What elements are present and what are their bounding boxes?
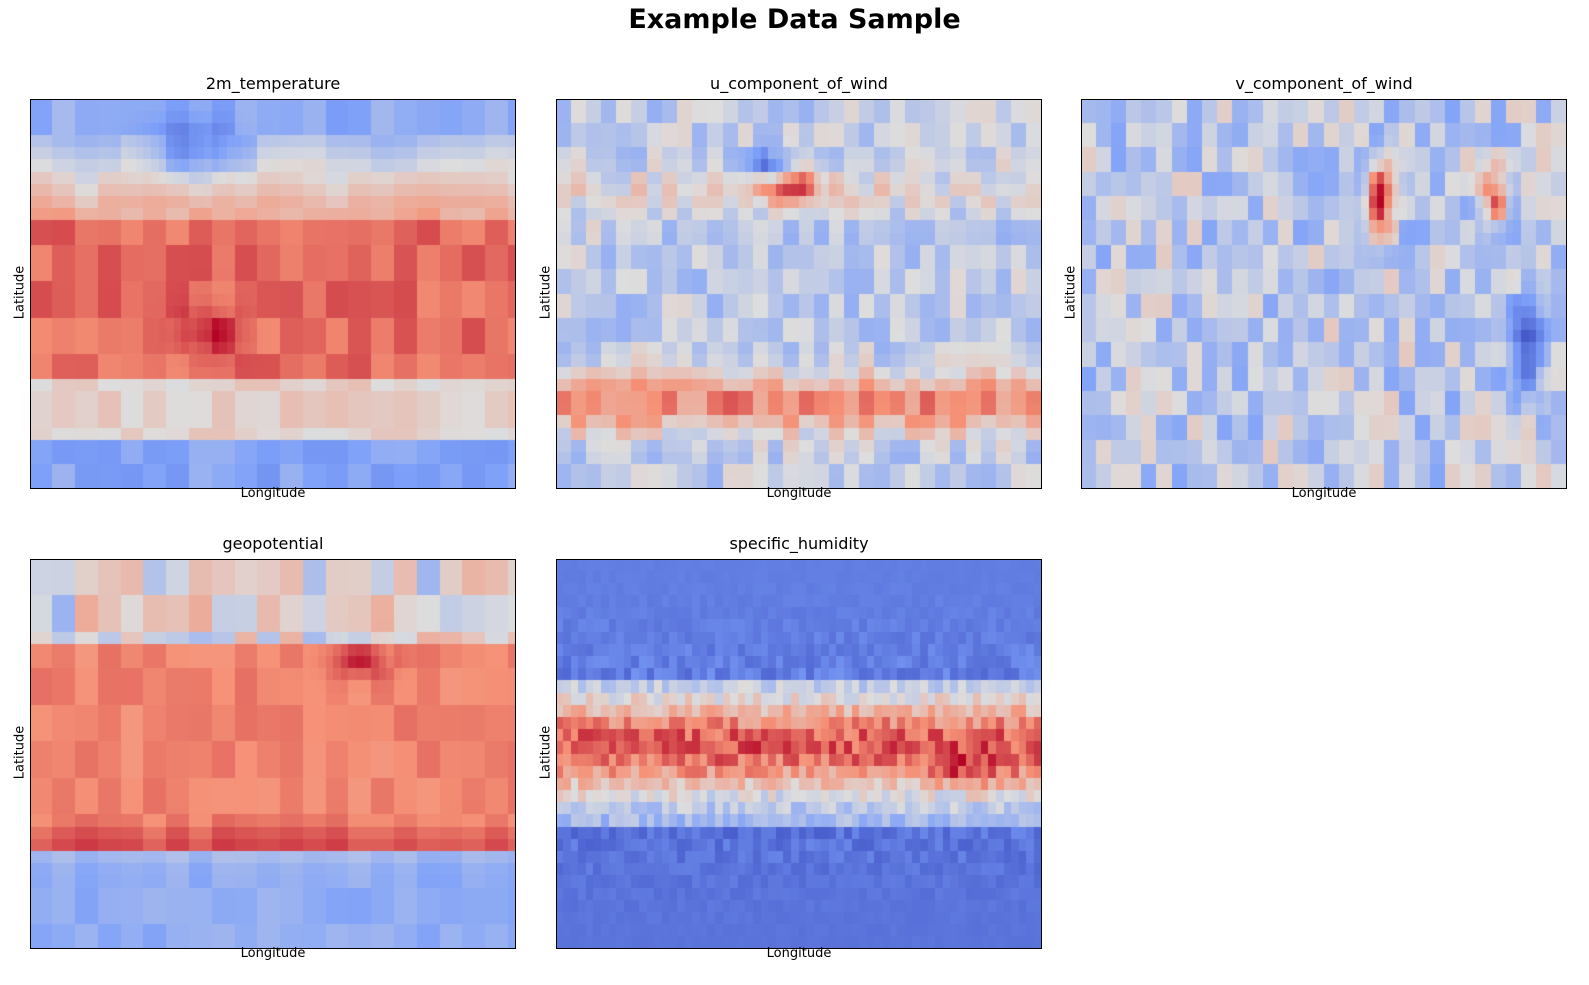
panel-title-geopotential: geopotential bbox=[222, 534, 324, 553]
panel-title-temperature: 2m_temperature bbox=[205, 74, 341, 93]
heatmap-canvas-geopotential bbox=[30, 559, 516, 949]
heatmap-temperature bbox=[30, 99, 516, 489]
panel-title-v-wind: v_component_of_wind bbox=[1235, 74, 1413, 93]
heatmap-v-wind bbox=[1081, 99, 1567, 489]
heatmap-geopotential bbox=[30, 559, 516, 949]
heatmap-canvas-u-wind bbox=[556, 99, 1042, 489]
x-axis-label-temperature: Longitude bbox=[240, 486, 306, 501]
y-axis-label-u-wind: Latitude bbox=[538, 265, 554, 320]
y-axis-label-temperature: Latitude bbox=[12, 265, 28, 320]
heatmap-canvas-v-wind bbox=[1081, 99, 1567, 489]
y-axis-label-geopotential: Latitude bbox=[12, 725, 28, 780]
heatmap-canvas-humidity bbox=[556, 559, 1042, 949]
x-axis-label-u-wind: Longitude bbox=[766, 486, 832, 501]
heatmap-canvas-temperature bbox=[30, 99, 516, 489]
y-axis-label-humidity: Latitude bbox=[538, 725, 554, 780]
x-axis-label-geopotential: Longitude bbox=[240, 946, 306, 961]
heatmap-u-wind bbox=[556, 99, 1042, 489]
heatmap-humidity bbox=[556, 559, 1042, 949]
y-axis-label-v-wind: Latitude bbox=[1063, 265, 1079, 320]
figure-title: Example Data Sample bbox=[628, 4, 961, 35]
panel-title-humidity: specific_humidity bbox=[729, 534, 869, 553]
x-axis-label-v-wind: Longitude bbox=[1291, 486, 1357, 501]
x-axis-label-humidity: Longitude bbox=[766, 946, 832, 961]
panel-title-u-wind: u_component_of_wind bbox=[710, 74, 888, 93]
